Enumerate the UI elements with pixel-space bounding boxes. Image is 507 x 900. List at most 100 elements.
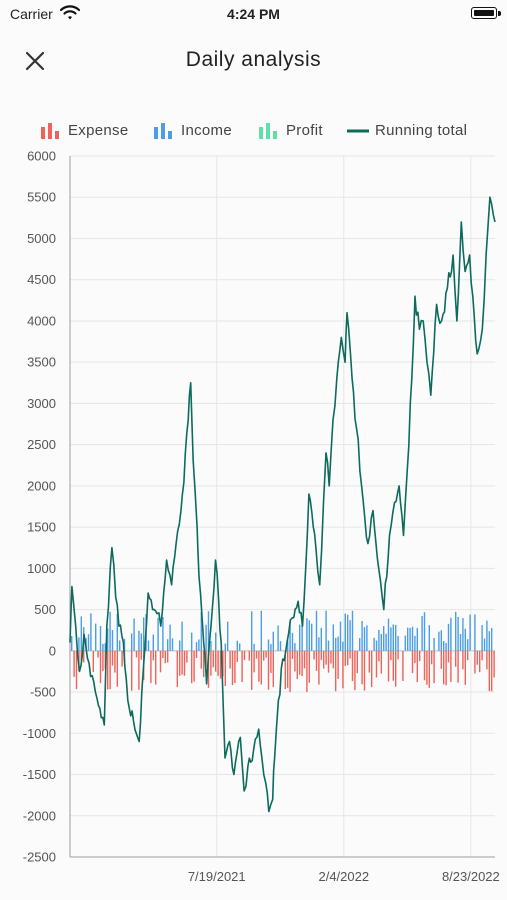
expense-bar	[92, 650, 94, 672]
y-tick-label: 5500	[27, 190, 56, 205]
expense-bar	[371, 650, 373, 688]
income-bar	[287, 640, 289, 651]
y-tick-label: 0	[49, 643, 56, 658]
expense-bar	[107, 650, 109, 690]
expense-bar	[159, 650, 162, 673]
income-bar	[253, 643, 255, 651]
carrier-label: Carrier	[10, 6, 53, 22]
income-bar	[320, 627, 322, 651]
income-bar	[342, 641, 344, 651]
income-bar	[407, 627, 409, 651]
expense-bar	[111, 650, 114, 666]
y-tick-label: 4500	[27, 272, 56, 287]
daily-analysis-chart[interactable]: 6000550050004500400035003000250020001500…	[0, 145, 507, 890]
expense-bar	[215, 650, 217, 672]
expense-bar	[179, 650, 181, 676]
expense-bar	[431, 650, 433, 665]
expense-bar	[255, 650, 258, 659]
income-bar	[294, 643, 296, 651]
expense-bar	[363, 650, 366, 691]
expense-bar	[248, 650, 250, 661]
income-bar	[390, 627, 392, 651]
expense-bar	[378, 650, 380, 662]
expense-bar	[488, 650, 490, 692]
income-bar	[464, 628, 466, 651]
expense-bar	[234, 650, 236, 684]
y-tick-label: 1500	[27, 520, 56, 535]
y-tick-label: 1000	[27, 561, 56, 576]
income-bar	[347, 614, 349, 651]
expense-bar	[419, 650, 421, 662]
expense-bar	[294, 650, 296, 672]
y-tick-label: -500	[30, 685, 56, 700]
expense-bar	[414, 650, 416, 664]
expense-bar	[289, 650, 291, 693]
expense-bar	[236, 650, 238, 662]
expense-bar	[447, 650, 450, 663]
income-bar	[344, 613, 346, 651]
y-tick-label: -2000	[23, 808, 56, 823]
expense-bar	[162, 650, 164, 659]
income-bar	[140, 633, 142, 651]
y-tick-label: 3000	[27, 396, 56, 411]
income-bar	[260, 610, 262, 651]
income-bar	[133, 618, 135, 651]
expense-bar	[296, 650, 298, 680]
expense-bar	[416, 650, 418, 683]
income-bar	[383, 626, 385, 651]
expense-bar	[135, 650, 138, 658]
income-bar	[299, 624, 301, 651]
income-bar	[200, 611, 202, 651]
income-bar	[483, 638, 486, 651]
expense-bar	[462, 650, 464, 670]
legend-label-running-total: Running total	[375, 122, 468, 139]
income-bar	[339, 621, 342, 651]
expense-bar	[251, 650, 253, 690]
expense-bar	[423, 650, 426, 681]
income-bar	[486, 620, 488, 651]
income-bar	[423, 612, 426, 651]
expense-bar	[260, 650, 262, 685]
expense-bar	[337, 650, 339, 679]
income-bar	[277, 625, 279, 651]
status-time: 4:24 PM	[227, 6, 280, 22]
income-bar	[169, 624, 171, 651]
income-bar	[387, 618, 390, 651]
expense-bar	[186, 650, 188, 663]
income-bar	[335, 637, 337, 651]
income-bar	[152, 634, 154, 651]
income-bar	[215, 632, 217, 651]
income-bar	[116, 613, 118, 651]
income-bar	[457, 616, 459, 651]
x-tick-label: 7/19/2021	[188, 869, 246, 884]
income-bar	[411, 626, 414, 651]
expense-bar	[479, 650, 481, 673]
legend-label-expense: Expense	[68, 122, 129, 139]
expense-bar	[150, 650, 152, 684]
expense-bar	[243, 650, 246, 661]
income-bar	[455, 611, 457, 651]
income-bar	[138, 630, 140, 651]
close-button[interactable]	[20, 46, 50, 76]
expense-bar	[212, 650, 214, 668]
expense-bar	[397, 650, 399, 660]
expense-bar	[109, 650, 111, 690]
income-bar	[239, 643, 241, 651]
expense-bar	[354, 650, 356, 691]
income-bar	[311, 623, 313, 651]
expense-bar	[219, 650, 222, 679]
income-bar	[107, 628, 109, 651]
income-bar	[306, 618, 308, 651]
expense-bar	[390, 650, 392, 661]
page-title: Daily analysis	[185, 48, 322, 71]
expense-bar	[217, 650, 219, 676]
expense-bar	[121, 650, 123, 667]
income-bar	[488, 631, 490, 651]
expense-bar	[375, 650, 378, 678]
income-bar	[447, 623, 450, 651]
expense-bar	[433, 650, 435, 684]
expense-bar	[402, 650, 404, 681]
expense-bar	[267, 650, 270, 690]
income-bar	[467, 639, 469, 651]
income-bar	[443, 640, 445, 651]
